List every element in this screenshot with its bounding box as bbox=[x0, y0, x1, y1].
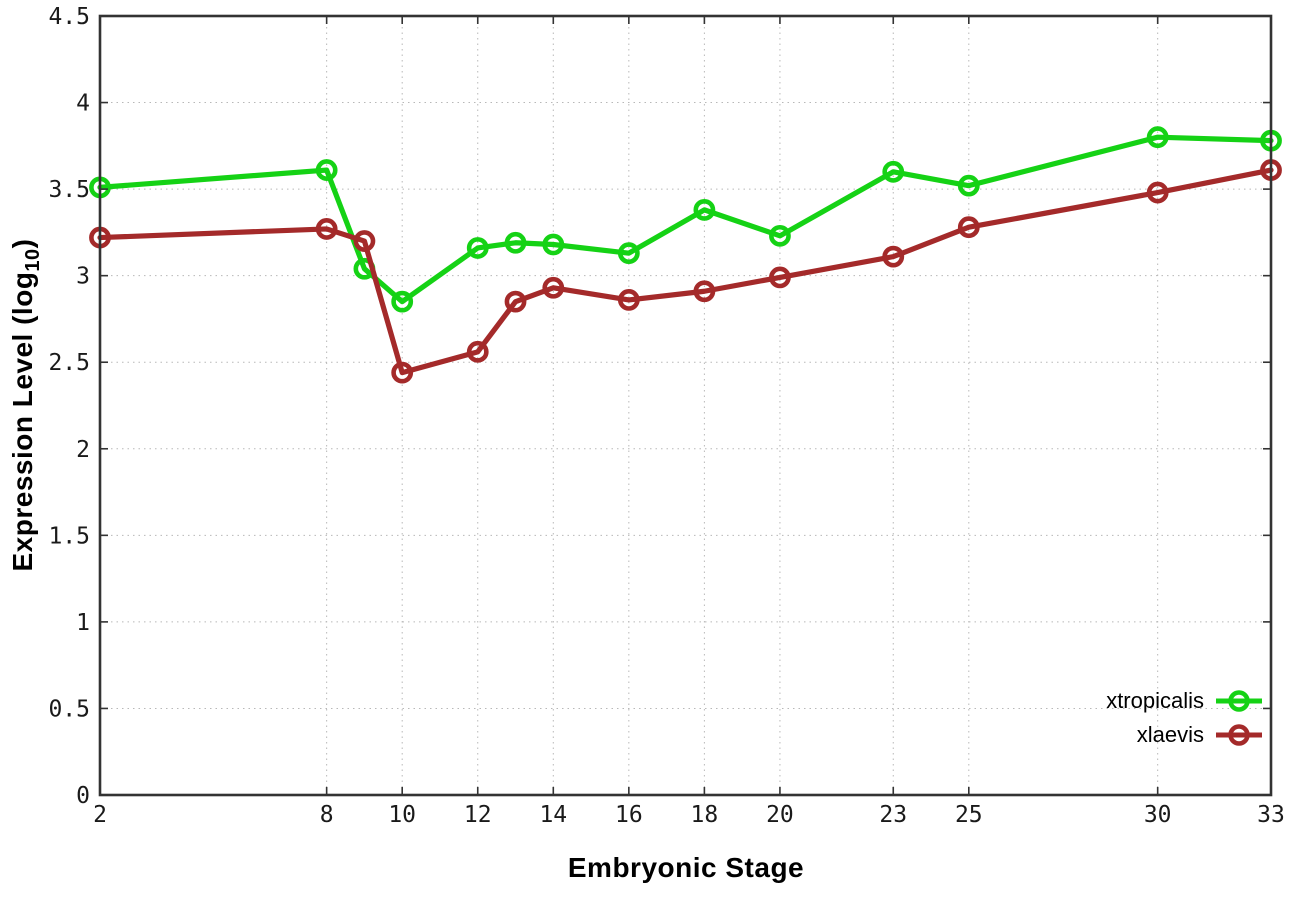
data-point-xtropicalis bbox=[391, 290, 414, 313]
y-tick-label: 0.5 bbox=[48, 696, 90, 722]
y-axis-title: Expression Level (log10) bbox=[7, 239, 45, 572]
data-point-xtropicalis bbox=[769, 224, 791, 247]
y-tick-label: 1 bbox=[76, 610, 90, 636]
data-point-xtropicalis bbox=[542, 233, 565, 256]
y-tick-label: 3 bbox=[76, 264, 90, 290]
x-tick-label: 18 bbox=[691, 802, 719, 828]
data-point-xlaevis bbox=[353, 230, 376, 252]
data-point-xlaevis bbox=[769, 266, 791, 289]
data-point-xtropicalis bbox=[693, 198, 716, 221]
xtropicalis-line-point-icon bbox=[1216, 690, 1262, 712]
x-tick-label: 12 bbox=[464, 802, 492, 828]
data-point-xlaevis bbox=[1146, 181, 1169, 204]
series-line-xtropicalis bbox=[97, 134, 1274, 305]
data-point-xlaevis bbox=[391, 361, 414, 384]
x-axis-title: Embryonic Stage bbox=[567, 852, 805, 883]
data-point-xlaevis bbox=[882, 245, 905, 268]
data-point-xlaevis bbox=[466, 340, 489, 363]
data-point-xlaevis bbox=[693, 280, 716, 303]
x-tick-label: 14 bbox=[539, 802, 567, 828]
x-tick-label: 33 bbox=[1257, 802, 1285, 828]
x-tick-label: 25 bbox=[955, 802, 983, 828]
data-point-xtropicalis bbox=[957, 174, 980, 197]
data-point-xtropicalis bbox=[315, 159, 338, 181]
x-tick-label: 23 bbox=[879, 802, 907, 828]
data-point-xlaevis bbox=[542, 276, 565, 299]
y-axis-title-text: Expression Level (log bbox=[7, 271, 39, 572]
data-point-xlaevis bbox=[957, 216, 980, 239]
data-point-xlaevis bbox=[617, 289, 640, 311]
y-tick-label: 1.5 bbox=[48, 523, 90, 549]
data-point-xtropicalis bbox=[882, 160, 905, 183]
x-tick-label: 30 bbox=[1144, 802, 1172, 828]
data-point-xlaevis bbox=[504, 290, 527, 313]
legend-item-xlaevis: xlaevis bbox=[1106, 720, 1264, 750]
x-tick-label: 16 bbox=[615, 802, 643, 828]
y-axis-title-subscript: 10 bbox=[21, 248, 44, 272]
y-axis-title-close: ) bbox=[7, 238, 39, 249]
data-point-xtropicalis bbox=[504, 231, 527, 254]
legend-label-xlaevis: xlaevis bbox=[1136, 722, 1204, 747]
plot-border bbox=[98, 14, 1273, 797]
legend-item-xtropicalis: xtropicalis bbox=[1106, 686, 1264, 716]
y-tick-label: 2 bbox=[76, 437, 90, 463]
y-tick-label: 2.5 bbox=[48, 350, 90, 376]
data-point-xlaevis bbox=[315, 218, 338, 240]
x-tick-label: 10 bbox=[388, 802, 416, 828]
data-point-xtropicalis bbox=[1146, 126, 1169, 149]
series-line-xlaevis bbox=[97, 167, 1274, 376]
x-tick-label: 20 bbox=[766, 802, 794, 828]
y-tick-label: 4 bbox=[76, 91, 90, 117]
x-tick-label: 2 bbox=[93, 802, 107, 828]
y-tick-label: 3.5 bbox=[48, 177, 90, 203]
y-tick-label: 0 bbox=[76, 783, 90, 809]
data-point-xtropicalis bbox=[466, 237, 489, 259]
legend-label-xtropicalis: xtropicalis bbox=[1106, 688, 1204, 713]
xlaevis-line-point-icon bbox=[1216, 724, 1262, 746]
x-tick-label: 8 bbox=[320, 802, 334, 828]
y-tick-label: 4.5 bbox=[48, 4, 90, 30]
legend: xtropicalis xlaevis bbox=[1106, 686, 1264, 750]
data-point-xtropicalis bbox=[617, 242, 640, 265]
